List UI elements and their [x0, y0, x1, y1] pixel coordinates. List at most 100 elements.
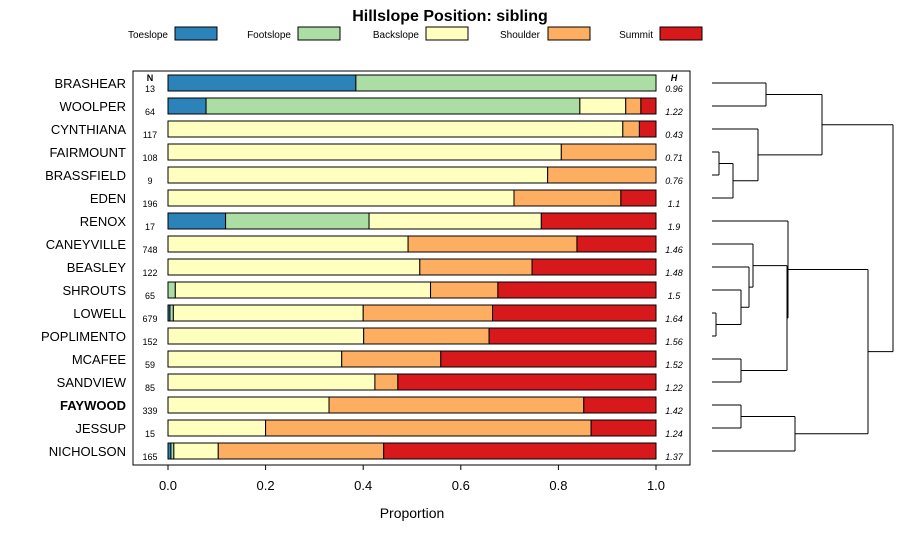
row-fairmount: FAIRMOUNT 108 0.71	[49, 143, 683, 163]
row-n: 13	[145, 84, 155, 94]
bar-segment-toeslope	[167, 97, 207, 115]
row-n: 122	[142, 268, 157, 278]
row-label: SANDVIEW	[57, 375, 127, 390]
row-n: 679	[142, 314, 157, 324]
row-label: LOWELL	[73, 306, 126, 321]
row-n: 748	[142, 245, 157, 255]
legend-label-summit: Summit	[619, 30, 653, 41]
row-n: 15	[145, 429, 155, 439]
bar-segment-shoulder	[265, 419, 592, 437]
bar-segment-summit	[576, 235, 657, 253]
bar-segment-footslope	[169, 304, 174, 322]
row-label: EDEN	[90, 191, 126, 206]
row-label: BRASSFIELD	[45, 168, 126, 183]
bar-segment-shoulder	[407, 235, 578, 253]
bar-segment-backslope	[167, 235, 409, 253]
x-axis: 0.0 0.2 0.4 0.6 0.8 1.0	[159, 465, 665, 493]
n-column-header: N	[147, 73, 154, 83]
row-n: 165	[142, 452, 157, 462]
row-woolper: WOOLPER 64 1.22	[60, 97, 683, 117]
row-label: BEASLEY	[67, 260, 127, 275]
legend-label-footslope: Footslope	[247, 30, 291, 41]
bar-segment-summit	[488, 327, 657, 345]
bar-segment-shoulder	[547, 166, 657, 184]
row-label: MCAFEE	[72, 352, 127, 367]
bar-segment-shoulder	[625, 97, 642, 115]
row-label: BRASHEAR	[54, 76, 126, 91]
bar-segment-summit	[440, 350, 657, 368]
row-label: CANEYVILLE	[46, 237, 127, 252]
row-n: 9	[147, 176, 152, 186]
row-n: 65	[145, 291, 155, 301]
bar-segment-shoulder	[560, 143, 657, 161]
row-h: 0.71	[665, 153, 683, 163]
row-shrouts: SHROUTS 65 1.5	[62, 281, 682, 301]
row-label: POPLIMENTO	[41, 329, 126, 344]
dendrogram	[712, 82, 894, 452]
x-tick-label: 0.4	[354, 478, 372, 493]
legend-swatch-toeslope	[174, 26, 218, 41]
row-label: WOOLPER	[60, 99, 126, 114]
row-h: 1.1	[668, 199, 681, 209]
row-sandview: SANDVIEW 85 1.22	[57, 373, 683, 393]
legend: Toeslope Footslope Backslope Shoulder Summit	[128, 26, 703, 41]
row-h: 1.22	[665, 107, 683, 117]
row-eden: EDEN 196 1.1	[90, 189, 681, 209]
row-n: 59	[145, 360, 155, 370]
row-brassfield: BRASSFIELD 9 0.76	[45, 166, 683, 186]
row-n: 17	[145, 222, 155, 232]
bar-segment-shoulder	[513, 189, 622, 207]
bar-segment-backslope	[167, 419, 267, 437]
row-nicholson: NICHOLSON 165 1.37	[49, 442, 684, 462]
legend-label-shoulder: Shoulder	[500, 30, 541, 41]
row-beasley: BEASLEY 122 1.48	[67, 258, 683, 278]
legend-swatch-footslope	[297, 26, 341, 41]
x-tick-label: 0.0	[159, 478, 177, 493]
row-h: 0.76	[665, 176, 683, 186]
bar-segment-backslope	[167, 189, 515, 207]
row-n: 108	[142, 153, 157, 163]
row-h: 1.42	[665, 406, 683, 416]
bar-segment-shoulder	[374, 373, 399, 391]
bar-segment-summit	[583, 396, 657, 414]
bar-segment-summit	[383, 442, 657, 460]
plot-frame	[132, 70, 691, 466]
legend-swatch-shoulder	[547, 26, 591, 41]
row-poplimento: POPLIMENTO 152 1.56	[41, 327, 683, 347]
row-h: 1.37	[665, 452, 684, 462]
bar-segment-shoulder	[363, 327, 490, 345]
bar-segment-summit	[531, 258, 657, 276]
bar-segment-shoulder	[362, 304, 494, 322]
h-column-header: H	[671, 73, 678, 83]
legend-swatch-summit	[659, 26, 703, 41]
bar-segment-summit	[492, 304, 657, 322]
row-label: CYNTHIANA	[51, 122, 126, 137]
row-caneyville: CANEYVILLE 748 1.46	[46, 235, 683, 255]
row-jessup: JESSUP 15 1.24	[75, 419, 683, 439]
bar-segment-backslope	[167, 327, 365, 345]
bar-segment-backslope	[173, 442, 219, 460]
row-label: FAYWOOD	[60, 398, 126, 413]
row-h: 1.5	[668, 291, 682, 301]
bar-segment-toeslope	[167, 212, 227, 230]
bar-segment-footslope	[355, 74, 657, 92]
bar-segment-shoulder	[217, 442, 385, 460]
row-n: 196	[142, 199, 157, 209]
bar-segment-summit	[620, 189, 657, 207]
x-tick-label: 1.0	[647, 478, 665, 493]
row-h: 1.52	[665, 360, 683, 370]
bar-segment-footslope	[225, 212, 370, 230]
row-h: 1.64	[665, 314, 683, 324]
bar-segment-backslope	[167, 166, 549, 184]
bar-segment-summit	[640, 97, 657, 115]
row-label: FAIRMOUNT	[49, 145, 126, 160]
bar-segment-shoulder	[341, 350, 442, 368]
bar-segment-backslope	[167, 350, 343, 368]
bar-segment-footslope	[167, 281, 176, 299]
chart-title: Hillslope Position: sibling	[352, 8, 548, 25]
bar-segment-backslope	[167, 258, 421, 276]
row-n: 85	[145, 383, 155, 393]
bar-segment-backslope	[368, 212, 542, 230]
bar-segment-backslope	[167, 143, 562, 161]
